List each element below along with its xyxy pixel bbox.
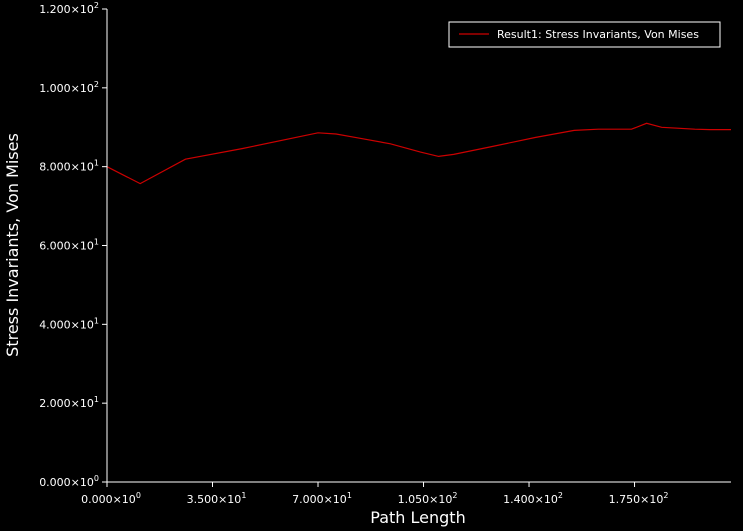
x-tick-label: 0.000×100 (81, 491, 141, 506)
x-tick-label-exponent: 1 (241, 491, 246, 500)
x-tick-label: 7.000×101 (292, 491, 352, 506)
x-tick-label-mantissa: 3.500×10 (187, 493, 242, 506)
y-tick-label-mantissa: 8.000×10 (39, 161, 94, 174)
x-tick-label: 1.400×102 (503, 491, 563, 506)
x-tick-label: 1.750×102 (609, 491, 669, 506)
x-tick-label-mantissa: 7.000×10 (292, 493, 347, 506)
y-tick-label-mantissa: 1.200×10 (39, 3, 94, 16)
y-tick-label-exponent: 1 (94, 238, 99, 247)
axes (106, 9, 731, 483)
y-tick-label-exponent: 2 (94, 1, 99, 10)
x-tick-label-exponent: 0 (136, 491, 141, 500)
y-axis-title: Stress Invariants, Von Mises (3, 133, 22, 357)
y-tick-label-mantissa: 4.000×10 (39, 318, 94, 331)
y-tick-label: 4.000×101 (39, 316, 99, 331)
x-tick-label-exponent: 2 (663, 491, 668, 500)
x-axis-title: Path Length (370, 508, 465, 527)
y-tick-label-mantissa: 6.000×10 (39, 240, 94, 253)
y-tick-label-mantissa: 2.000×10 (39, 397, 94, 410)
legend-label: Result1: Stress Invariants, Von Mises (497, 28, 699, 41)
y-tick-label-exponent: 1 (94, 159, 99, 168)
y-tick-label: 8.000×101 (39, 159, 99, 174)
series-line (106, 122, 731, 185)
x-tick-label-mantissa: 1.400×10 (503, 493, 558, 506)
y-tick-label: 2.000×101 (39, 395, 99, 410)
x-tick-label-mantissa: 1.750×10 (609, 493, 664, 506)
y-tick-label-exponent: 2 (94, 80, 99, 89)
y-tick-label-exponent: 1 (94, 395, 99, 404)
y-tick-label: 1.200×102 (39, 1, 99, 16)
y-tick-label-exponent: 0 (94, 474, 99, 483)
x-tick-label-exponent: 2 (452, 491, 457, 500)
y-tick-label-mantissa: 0.000×10 (39, 476, 94, 489)
legend: Result1: Stress Invariants, Von Mises (448, 21, 721, 48)
x-tick-label-mantissa: 0.000×10 (81, 493, 136, 506)
plot-area (106, 122, 731, 185)
x-tick-label-exponent: 2 (558, 491, 563, 500)
x-tick-label-mantissa: 1.050×10 (398, 493, 453, 506)
x-tick-label-exponent: 1 (347, 491, 352, 500)
y-tick-label-exponent: 1 (94, 316, 99, 325)
x-tick-label: 3.500×101 (187, 491, 247, 506)
y-ticks: 0.000×1002.000×1014.000×1016.000×1018.00… (39, 1, 107, 489)
x-tick-label: 1.050×102 (398, 491, 458, 506)
legend-box (448, 21, 721, 48)
x-ticks: 0.000×100 3.500×101 7.000×101 1.050×102 1.40… (81, 482, 668, 506)
y-tick-label-mantissa: 1.000×10 (39, 82, 94, 95)
y-tick-label: 0.000×100 (39, 474, 99, 489)
y-tick-label: 1.000×102 (39, 80, 99, 95)
y-tick-label: 6.000×101 (39, 238, 99, 253)
